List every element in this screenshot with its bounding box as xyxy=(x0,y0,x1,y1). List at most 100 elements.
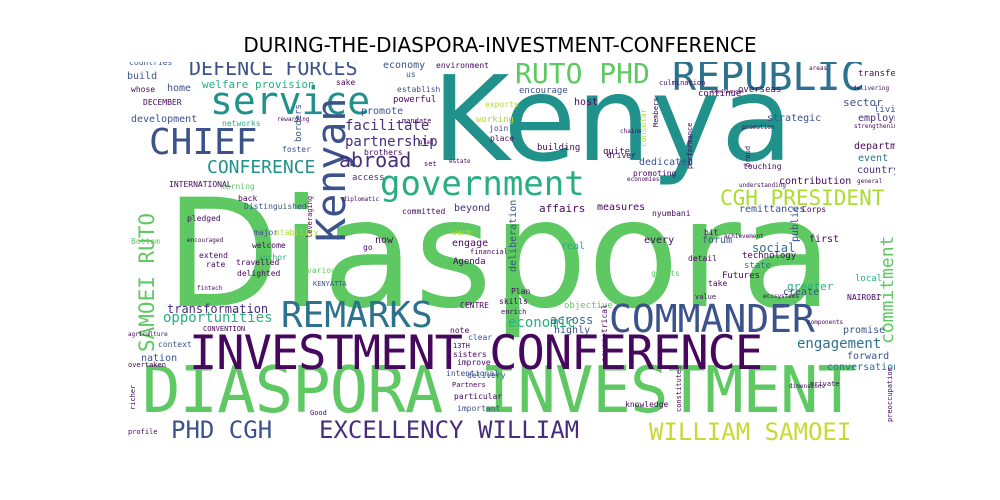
word-powerful: powerful xyxy=(393,95,437,105)
word-real: real xyxy=(561,241,586,252)
word-clear: clear xyxy=(468,333,493,342)
word-engage: engage xyxy=(452,238,489,249)
word-social: social xyxy=(752,241,796,255)
word-december: DECEMBER xyxy=(143,98,182,107)
word-knowledge: knowledge xyxy=(625,400,669,409)
word-strengthening: strengthening xyxy=(854,123,895,130)
word-nyumbani: nyumbani xyxy=(652,209,691,218)
word-build: build xyxy=(127,71,158,82)
word-promote: promote xyxy=(361,106,404,117)
word-place: place xyxy=(490,134,515,143)
word-plan: Plan xyxy=(511,287,531,296)
word-promotion: promotion xyxy=(742,124,775,131)
word-affairs: affairs xyxy=(539,202,586,215)
word-opportunities: opportunities xyxy=(163,310,273,326)
word-living: living xyxy=(874,105,895,115)
word-sector: sector xyxy=(843,96,883,109)
word-development: development xyxy=(131,114,198,125)
word-estate: estate xyxy=(449,158,471,165)
word-rate: rate xyxy=(206,260,226,269)
word-context: context xyxy=(158,340,192,349)
word-economies: economies xyxy=(627,176,660,183)
word-welcome: welcome xyxy=(252,241,286,250)
word-go: go xyxy=(363,243,373,252)
word-nairobi: NAIROBI xyxy=(847,293,881,302)
word-kenya: Kenya xyxy=(432,62,794,188)
word-engagement: engagement xyxy=(797,336,882,352)
word-convention: CONVENTION xyxy=(203,325,246,333)
word-transformation: transformation xyxy=(167,302,269,316)
word-promise: promise xyxy=(843,325,886,336)
word-members: Members xyxy=(652,97,660,127)
word-facilitate: facilitate xyxy=(345,118,430,134)
word-bit: bit xyxy=(704,228,719,237)
word-william-samoei: WILLIAM SAMOEI xyxy=(649,418,852,446)
word-phd-cgh: PHD CGH xyxy=(171,416,273,444)
word-strategic: strategic xyxy=(767,113,822,124)
word-driver: driver xyxy=(607,151,636,160)
word-establish: establish xyxy=(397,85,441,94)
word-defence-forces: DEFENCE FORCES xyxy=(189,62,358,80)
word-conversation: conversation xyxy=(827,362,895,373)
word-components: components xyxy=(807,319,844,326)
word-objective: objective xyxy=(564,301,613,311)
word-building: building xyxy=(537,143,581,153)
word-diplomatic: diplomatic xyxy=(343,196,380,203)
word-technology: technology xyxy=(742,251,797,261)
word-financial: financial xyxy=(470,248,508,256)
word-experiences: experiences xyxy=(711,89,745,95)
word-highly: highly xyxy=(554,325,591,336)
word-back: back xyxy=(238,194,258,203)
word-diaspora-investment: DIASPORA INVESTMENT xyxy=(142,354,856,428)
word-join: join xyxy=(489,124,509,133)
word-remarks: REMARKS xyxy=(281,295,433,336)
word-detail: detail xyxy=(688,254,717,263)
word-overtaken: overtaken xyxy=(128,361,166,369)
word-culmination: culmination xyxy=(659,79,706,87)
word-republic: REPUBLIC xyxy=(672,62,865,100)
word-chains: chains xyxy=(620,128,642,135)
word-improve: improve xyxy=(457,358,491,367)
word-understanding: understanding xyxy=(739,182,786,189)
word-centre: CENTRE xyxy=(460,301,489,310)
word-state: state xyxy=(744,261,772,271)
word-international: INTERNATIONAL xyxy=(169,180,232,189)
word-economic: economic xyxy=(508,315,576,331)
word-take: take xyxy=(708,279,728,288)
word-note: note xyxy=(450,326,470,335)
word-delivery: delivery xyxy=(467,371,506,380)
word-cloud: Diaspora Kenya DIASPORA INVESTMENT INVES… xyxy=(127,62,895,446)
word-home: home xyxy=(167,83,192,94)
word-mandate: mandate xyxy=(402,117,432,125)
word-excellency-william: EXCELLENCY WILLIAM xyxy=(319,416,580,444)
word-welfare-provision: welfare provision xyxy=(202,78,315,91)
word-chief: CHIEF xyxy=(149,122,258,163)
word-sake: sake xyxy=(336,78,356,87)
word-local: local xyxy=(855,274,883,284)
word-various: various xyxy=(307,266,341,275)
word-delivering: delivering xyxy=(853,85,890,92)
word-distinguished: Distinguished xyxy=(244,202,307,211)
word-major: major xyxy=(254,228,279,237)
word-contribution: contribution xyxy=(779,176,852,187)
word-beyond: beyond xyxy=(454,203,491,214)
word-quite: quite xyxy=(603,147,631,157)
word-futures: Futures xyxy=(722,271,760,281)
word-performance: performance xyxy=(686,122,694,169)
word-abroad: abroad xyxy=(339,148,412,172)
word-partners: Partners xyxy=(452,381,486,389)
word-promoting: promoting xyxy=(633,169,677,178)
word-warm: warm xyxy=(452,228,472,237)
word-delighted: delighted xyxy=(237,269,281,278)
word-investment-conference: INVESTMENT CONFERENCE xyxy=(189,326,763,381)
word-forum: forum xyxy=(702,235,733,246)
word-department: department xyxy=(854,141,895,152)
word-service: service xyxy=(210,79,371,123)
word-13th: 13TH xyxy=(453,342,470,350)
chart-title: DURING-THE-DIASPORA-INVESTMENT-CONFERENC… xyxy=(243,33,757,57)
word-economy: economy xyxy=(383,62,426,71)
word-achievement: achievement xyxy=(724,233,764,240)
word-value: value xyxy=(695,293,717,301)
word-dedicated: dedicated xyxy=(639,157,694,168)
word-private: private xyxy=(810,380,840,388)
